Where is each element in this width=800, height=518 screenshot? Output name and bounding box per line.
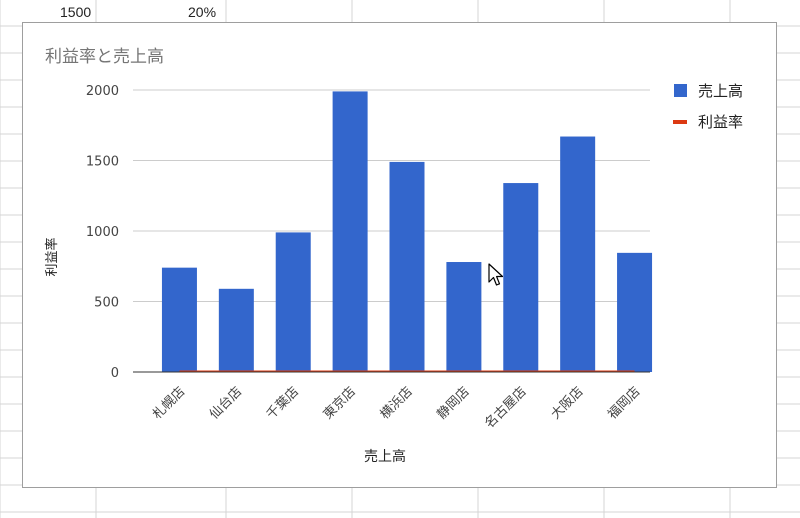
x-tick-label: 名古屋店 (482, 384, 530, 432)
y-tick-label: 0 (111, 366, 119, 381)
chart-svg: 利益率と売上高 0 500 1000 1500 2000 札幌店 仙台店 千葉店 東京店 横浜店… (44, 47, 743, 465)
bar[interactable] (503, 183, 539, 372)
legend-label-sales[interactable]: 売上高 (698, 82, 743, 100)
y-tick-label: 500 (94, 296, 119, 311)
bar[interactable] (446, 262, 482, 372)
x-tick-label: 静岡店 (435, 384, 473, 422)
bar[interactable] (617, 252, 653, 372)
bar[interactable] (275, 232, 311, 372)
x-tick-label: 福岡店 (605, 384, 643, 422)
x-tick-label: 千葉店 (264, 384, 302, 422)
x-tick-label: 札幌店 (149, 384, 188, 423)
x-tick-label: 大阪店 (548, 384, 586, 422)
y-tick-label: 2000 (86, 84, 119, 99)
bar[interactable] (389, 161, 425, 372)
bar-series (161, 91, 653, 372)
chart-container[interactable]: 利益率と売上高 0 500 1000 1500 2000 札幌店 仙台店 千葉店 東京店 横浜店… (22, 22, 777, 488)
cell-value-a[interactable]: 1500 (60, 4, 92, 20)
x-tick-label: 東京店 (320, 384, 359, 423)
y-tick-label: 1000 (86, 225, 119, 240)
y-axis-label: 利益率 (44, 237, 60, 276)
x-tick-labels: 札幌店 仙台店 千葉店 東京店 横浜店 静岡店 名古屋店 大阪店 福岡店 (149, 384, 643, 432)
mouse-cursor-icon (488, 263, 504, 286)
x-tick-label: 横浜店 (378, 384, 416, 422)
chart-title: 利益率と売上高 (45, 47, 164, 67)
bar[interactable] (218, 288, 254, 372)
legend-swatch-sales (674, 84, 687, 97)
bar[interactable] (332, 91, 368, 372)
legend-label-margin[interactable]: 利益率 (698, 113, 743, 131)
x-axis-label: 売上高 (364, 448, 406, 465)
bar[interactable] (161, 267, 197, 372)
cell-value-b[interactable]: 20% (188, 4, 217, 20)
legend-swatch-margin (673, 120, 687, 124)
y-tick-label: 1500 (86, 155, 119, 170)
x-tick-label: 仙台店 (207, 384, 245, 422)
legend: 売上高 利益率 (673, 82, 743, 131)
y-tick-labels: 0 500 1000 1500 2000 (86, 84, 119, 381)
bar[interactable] (560, 136, 596, 372)
